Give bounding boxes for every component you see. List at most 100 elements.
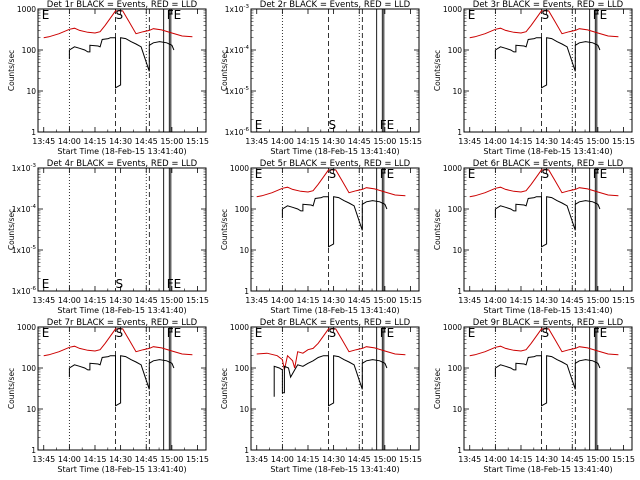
x-tick-label: 14:00: [484, 455, 507, 464]
panel-title: Det 4r BLACK = Events, RED = LLD: [47, 159, 198, 169]
y-tick-label: 1x10-3: [225, 4, 250, 14]
x-tick-label: 15:00: [160, 455, 183, 464]
events-series-line: [273, 355, 388, 407]
panel-title: Det 1r BLACK = Events, RED = LLD: [47, 0, 198, 10]
x-tick-label: 14:15: [296, 296, 319, 305]
plot-frame: [250, 8, 420, 133]
x-tick-label: 14:30: [322, 455, 345, 464]
events-series-line: [68, 37, 175, 89]
x-axis-title: Start Time (18-Feb-15 13:41:40): [483, 306, 612, 315]
x-tick-label: 14:30: [109, 296, 132, 305]
y-tick-label: 100: [448, 364, 463, 373]
x-tick-label: 15:00: [373, 137, 396, 146]
y-tick-label: 1x10-5: [12, 245, 37, 255]
plot-area: [68, 168, 172, 291]
x-tick-label: 14:15: [509, 296, 532, 305]
x-tick-label: 14:45: [348, 296, 371, 305]
lld-series-line: [43, 10, 193, 39]
y-tick-label: 10: [26, 405, 36, 414]
plot-area: [43, 327, 193, 450]
marker-fe: FE: [167, 277, 181, 291]
plot-frame: [37, 326, 207, 451]
x-tick-label: 13:45: [458, 296, 481, 305]
x-tick-label: 15:15: [399, 455, 422, 464]
panel-title: Det 9r BLACK = Events, RED = LLD: [473, 318, 624, 328]
y-tick-exponent: -5: [244, 86, 250, 92]
y-axis-title: Counts/sec: [220, 368, 229, 409]
plot-frame: [463, 167, 633, 292]
events-series-line: [494, 355, 601, 407]
marker-s: S: [328, 326, 336, 340]
y-tick-label: 1x10-6: [12, 286, 37, 296]
marker-fe: FE: [593, 8, 607, 22]
plot-area: [43, 9, 193, 132]
x-tick-label: 15:15: [612, 137, 635, 146]
x-tick-label: 14:30: [535, 137, 558, 146]
x-axis-title: Start Time (18-Feb-15 13:41:40): [483, 147, 612, 156]
y-tick-label: 1: [31, 446, 36, 455]
marker-e: E: [255, 326, 263, 340]
x-tick-label: 14:30: [322, 137, 345, 146]
plot-frame: [37, 167, 207, 292]
x-tick-label: 13:45: [458, 137, 481, 146]
panel-title: Det 2r BLACK = Events, RED = LLD: [260, 0, 411, 10]
x-axis-title: Start Time (18-Feb-15 13:41:40): [57, 147, 186, 156]
panel-title: Det 8r BLACK = Events, RED = LLD: [260, 318, 411, 328]
marker-fe: FE: [380, 118, 394, 132]
x-tick-label: 15:00: [373, 296, 396, 305]
y-tick-label: 1: [244, 446, 249, 455]
plot-frame: [250, 326, 420, 451]
x-tick-label: 14:00: [271, 455, 294, 464]
y-tick-label: 10: [452, 87, 462, 96]
x-tick-label: 14:45: [561, 296, 584, 305]
events-series-line: [494, 196, 601, 248]
y-tick-label: 10: [239, 246, 249, 255]
marker-e: E: [468, 167, 476, 181]
plot-area: [281, 9, 385, 132]
marker-e: E: [42, 8, 50, 22]
panel-title: Det 5r BLACK = Events, RED = LLD: [260, 159, 411, 169]
y-tick-label: 1x10-5: [225, 86, 250, 96]
events-series-line: [494, 37, 601, 89]
x-tick-label: 15:00: [373, 455, 396, 464]
y-axis-title: Counts/sec: [7, 368, 16, 409]
y-axis-title: Counts/sec: [220, 209, 229, 250]
panel-title: Det 7r BLACK = Events, RED = LLD: [47, 318, 198, 328]
panel-title: Det 3r BLACK = Events, RED = LLD: [473, 0, 624, 10]
marker-e: E: [42, 277, 50, 291]
plot-frame: [37, 8, 207, 133]
x-tick-label: 13:45: [32, 455, 55, 464]
y-tick-label: 1x10-4: [12, 204, 37, 214]
x-tick-label: 15:15: [612, 455, 635, 464]
marker-fe: FE: [167, 8, 181, 22]
y-tick-label: 1x10-4: [225, 45, 250, 55]
y-tick-label: 10: [239, 405, 249, 414]
y-tick-label: 1x10-3: [12, 163, 37, 173]
x-tick-label: 15:00: [160, 137, 183, 146]
x-tick-label: 14:30: [322, 296, 345, 305]
plot-area: [256, 327, 406, 450]
x-tick-label: 15:15: [186, 455, 209, 464]
x-tick-label: 14:30: [109, 137, 132, 146]
y-tick-label: 1000: [230, 164, 249, 173]
x-tick-label: 14:15: [296, 137, 319, 146]
y-tick-exponent: -6: [244, 127, 250, 133]
marker-fe: FE: [380, 326, 394, 340]
y-tick-label: 10: [26, 87, 36, 96]
x-tick-label: 14:15: [83, 455, 106, 464]
y-tick-label: 1: [457, 128, 462, 137]
events-series-line: [68, 355, 175, 407]
plot-frame: [463, 8, 633, 133]
x-tick-label: 14:15: [83, 296, 106, 305]
y-tick-label: 1000: [17, 323, 36, 332]
y-tick-label: 100: [235, 205, 250, 214]
y-axis-title: Counts/sec: [7, 209, 16, 250]
marker-e: E: [255, 167, 263, 181]
marker-fe: FE: [593, 326, 607, 340]
y-tick-exponent: -3: [31, 163, 37, 169]
y-tick-label: 100: [448, 46, 463, 55]
marker-s: S: [115, 8, 123, 22]
